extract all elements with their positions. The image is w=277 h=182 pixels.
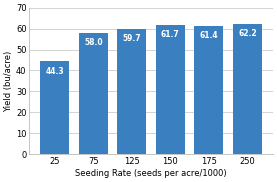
Bar bbox=[40, 62, 69, 154]
Text: 61.4: 61.4 bbox=[199, 31, 218, 40]
Text: 44.3: 44.3 bbox=[45, 67, 64, 76]
Text: 59.7: 59.7 bbox=[122, 34, 141, 43]
Text: 58.0: 58.0 bbox=[84, 38, 103, 47]
Bar bbox=[233, 24, 262, 154]
Bar bbox=[194, 26, 223, 154]
Text: 61.7: 61.7 bbox=[161, 30, 180, 39]
Bar bbox=[79, 33, 108, 154]
Y-axis label: Yield (bu/acre): Yield (bu/acre) bbox=[4, 50, 13, 112]
Text: 62.2: 62.2 bbox=[238, 29, 257, 38]
Bar bbox=[117, 29, 146, 154]
X-axis label: Seeding Rate (seeds per acre/1000): Seeding Rate (seeds per acre/1000) bbox=[75, 169, 227, 178]
Bar bbox=[156, 25, 185, 154]
